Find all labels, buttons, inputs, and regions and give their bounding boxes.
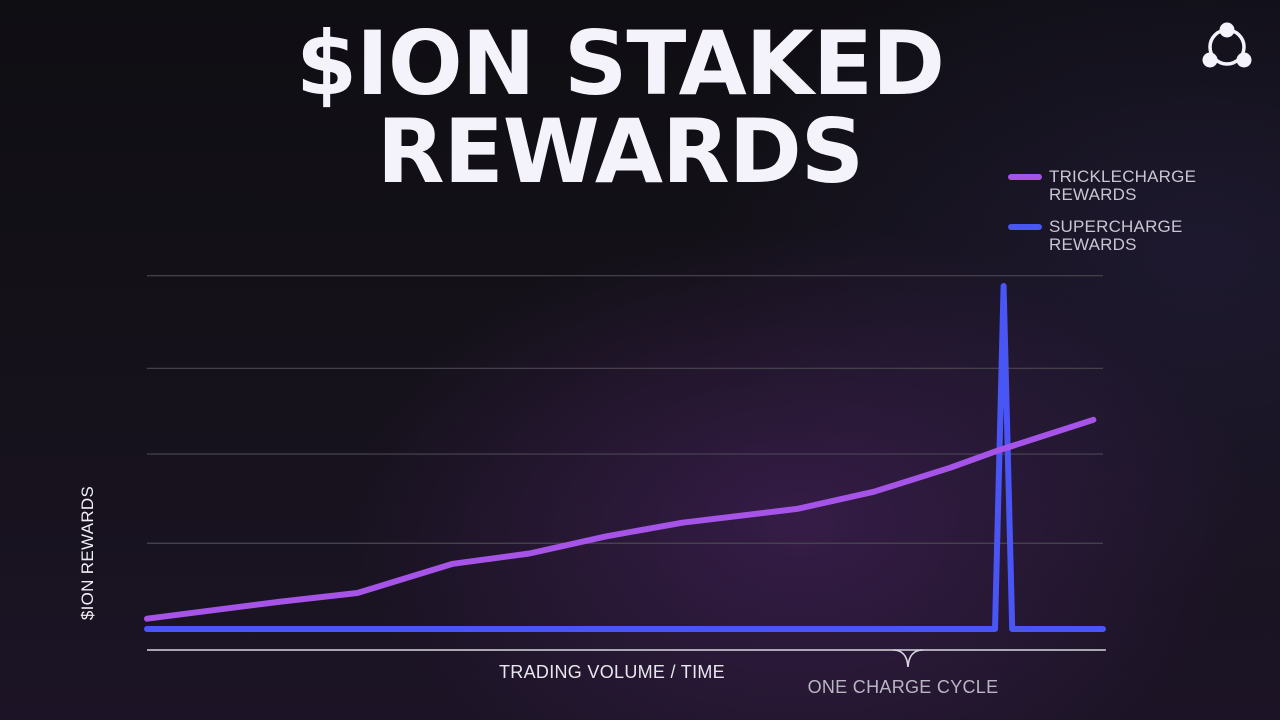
legend-swatch-tricklecharge <box>1008 174 1042 180</box>
charge-cycle-brace <box>892 649 924 668</box>
title-line-1: $ION STAKED <box>295 12 945 115</box>
network-triangle-icon <box>1202 22 1252 68</box>
series-line-tricklecharge-rewards <box>144 416 1097 622</box>
legend-item-tricklecharge: TRICKLECHARGE REWARDS <box>1008 168 1258 204</box>
legend-swatch-supercharge <box>1008 224 1042 230</box>
y-axis-label: $ION REWARDS <box>78 485 97 621</box>
title-line-2: REWARDS <box>376 100 864 203</box>
charge-cycle-annotation: ONE CHARGE CYCLE <box>807 677 999 697</box>
chart-legend: TRICKLECHARGE REWARDS SUPERCHARGE REWARD… <box>1008 168 1258 268</box>
legend-label-supercharge: SUPERCHARGE REWARDS <box>1049 217 1183 254</box>
chart-title: $ION STAKED REWARDS <box>240 20 1000 196</box>
legend-item-supercharge: SUPERCHARGE REWARDS <box>1008 218 1258 254</box>
x-axis-label: TRADING VOLUME / TIME <box>499 662 725 682</box>
series-line-supercharge-rewards <box>144 283 1106 632</box>
legend-label-tricklecharge: TRICKLECHARGE REWARDS <box>1049 167 1197 204</box>
